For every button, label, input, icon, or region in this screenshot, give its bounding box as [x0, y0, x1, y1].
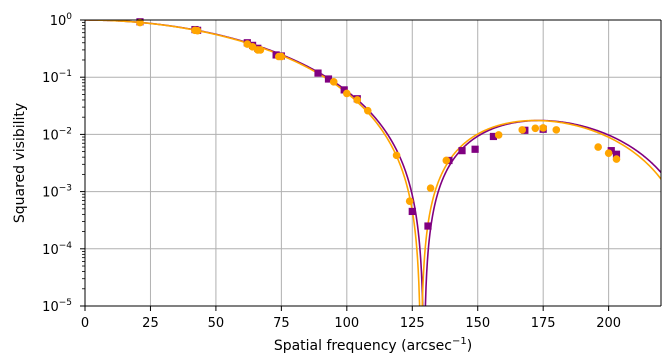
data-point-square [471, 145, 479, 153]
x-tick-label: 25 [142, 316, 159, 331]
model-curves [85, 20, 661, 306]
data-point-circle [405, 197, 414, 205]
y-tick-label: 10−3 [42, 184, 72, 201]
data-point-circle [612, 155, 621, 163]
data-point-circle [552, 126, 561, 134]
data-point-circle [426, 184, 435, 192]
x-tick-label: 0 [81, 316, 89, 331]
axes [80, 19, 662, 311]
data-point-circle [604, 149, 613, 157]
y-axis-label: Squared visibility [12, 103, 28, 223]
data-point-square [424, 222, 432, 230]
data-point-circle [136, 18, 144, 27]
x-tick-label: 200 [596, 316, 621, 331]
x-tick-label: 175 [531, 316, 556, 331]
x-tick-label: 150 [465, 316, 490, 331]
data-point-square [458, 147, 466, 155]
x-tick-labels: 0 25 50 75 100 125 150 175 200 [81, 316, 621, 331]
data-point-circle [531, 124, 540, 133]
grid-lines [84, 19, 661, 307]
data-points [136, 18, 621, 230]
x-axis-label: Spatial frequency (arcsec−1) [274, 336, 472, 354]
data-point-circle [594, 143, 602, 151]
y-tick-label: 10−1 [42, 69, 72, 86]
data-point-circle [518, 126, 527, 134]
data-point-circle [256, 46, 265, 54]
x-tick-label: 100 [334, 316, 359, 331]
data-point-square [314, 69, 322, 77]
data-point-circle [442, 156, 451, 165]
data-point-square [408, 207, 416, 216]
data-point-square [489, 132, 498, 141]
data-point-circle [363, 106, 372, 115]
x-tick-label: 75 [273, 316, 290, 331]
model-curve-purple [85, 20, 661, 306]
data-point-square [324, 75, 333, 83]
data-point-circle [277, 52, 286, 61]
x-tick-label: 50 [208, 316, 225, 331]
y-tick-label: 100 [50, 12, 73, 29]
data-point-circle [539, 124, 547, 132]
data-point-circle [329, 78, 338, 86]
data-point-circle [494, 131, 503, 139]
y-tick-labels: 100 10−1 10−2 10−3 10−4 10−5 [42, 12, 72, 315]
data-point-square [612, 150, 621, 158]
data-point-circle [392, 151, 401, 160]
model-curve-orange [85, 20, 661, 306]
y-tick-label: 10−2 [42, 126, 72, 143]
data-point-circle [343, 89, 351, 98]
data-point-circle [193, 26, 202, 35]
x-tick-label: 125 [400, 316, 425, 331]
y-tick-label: 10−5 [42, 298, 72, 315]
data-point-square [340, 86, 348, 94]
data-point-circle [353, 96, 362, 104]
y-tick-label: 10−4 [42, 241, 72, 258]
